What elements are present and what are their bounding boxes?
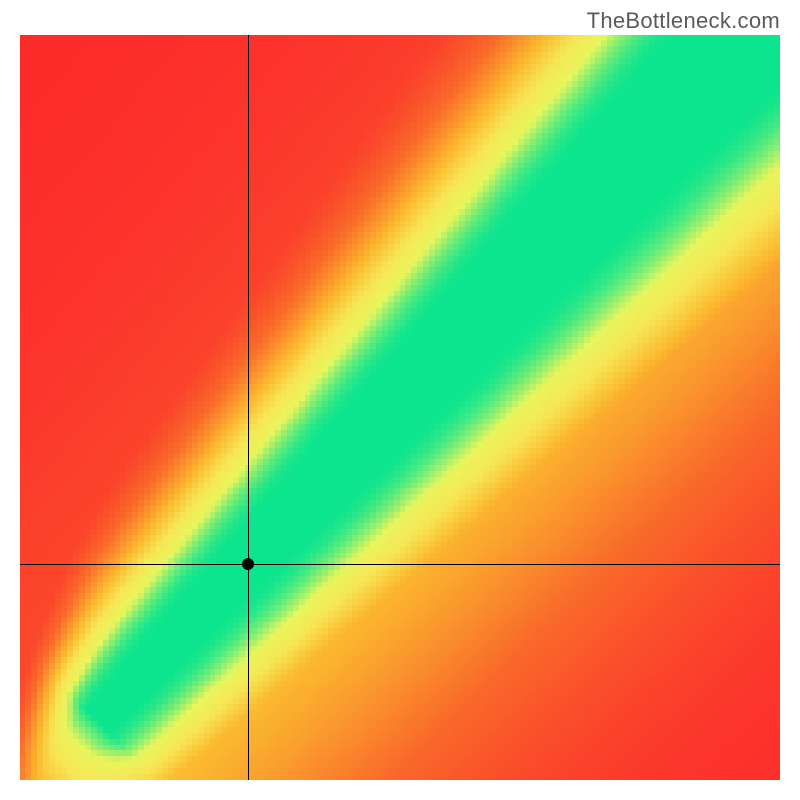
bottleneck-heatmap [20,35,780,780]
crosshair-horizontal [20,564,780,565]
watermark-text: TheBottleneck.com [587,8,780,34]
crosshair-vertical [248,35,249,780]
crosshair-dot [242,558,254,570]
